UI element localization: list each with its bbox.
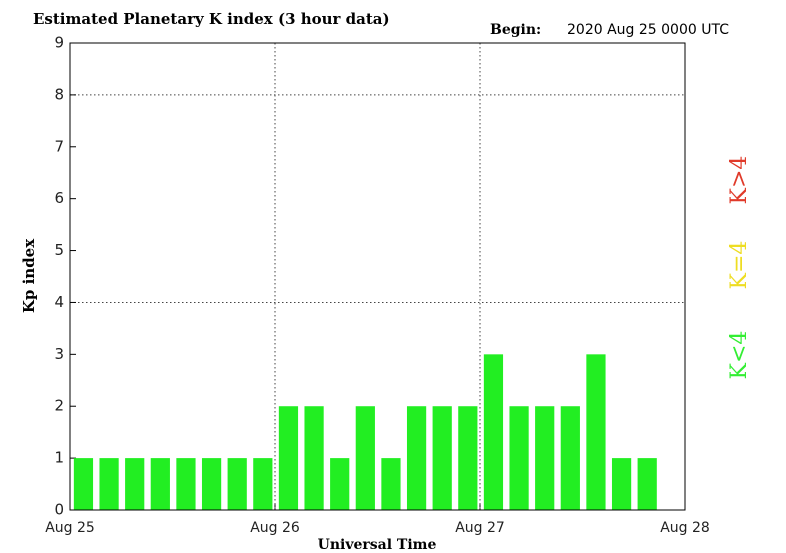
bar: [201, 458, 222, 510]
y-tick-label: 6: [54, 189, 64, 207]
bar: [304, 406, 324, 510]
bar: [483, 354, 504, 510]
y-tick-label: 0: [54, 501, 64, 519]
bar: [535, 406, 555, 510]
bar: [330, 458, 350, 510]
y-tick-label: 2: [54, 397, 64, 415]
bar: [381, 458, 401, 510]
bar: [509, 406, 529, 510]
bar: [355, 406, 375, 510]
bar: [99, 458, 119, 510]
x-tick-label: Aug 27: [455, 520, 505, 536]
bar: [227, 458, 247, 510]
bar: [611, 458, 632, 510]
y-axis-label: Kp index: [20, 238, 38, 313]
bar: [637, 458, 657, 510]
y-tick-label: 8: [54, 85, 64, 103]
x-tick-label: Aug 26: [250, 520, 300, 536]
y-tick-label: 1: [54, 449, 64, 467]
plot-frame: [69, 42, 686, 511]
legend-entry: K=4: [727, 241, 752, 290]
bar: [278, 406, 299, 510]
y-tick-label: 3: [54, 345, 64, 363]
x-tick-label: Aug 28: [660, 520, 710, 536]
begin-label: Begin:: [490, 22, 541, 38]
y-tick-label: 5: [54, 241, 64, 259]
bar: [586, 354, 606, 510]
bar: [176, 458, 196, 510]
y-tick-label: 4: [54, 293, 64, 311]
bar: [125, 458, 145, 510]
y-tick-label: 7: [54, 137, 64, 155]
bar: [150, 458, 170, 510]
x-axis-label: Universal Time: [318, 537, 437, 553]
x-tick-label: Aug 25: [45, 520, 95, 536]
legend-entry: K>4: [727, 156, 752, 205]
bar: [73, 458, 94, 510]
y-tick-label: 9: [54, 34, 64, 52]
bar: [432, 406, 452, 510]
legend-entry: K<4: [727, 331, 752, 380]
begin-value: 2020 Aug 25 0000 UTC: [567, 22, 729, 38]
bar: [406, 406, 427, 510]
bar: [458, 406, 478, 510]
chart-title: Estimated Planetary K index (3 hour data…: [33, 10, 390, 28]
bar: [560, 406, 580, 510]
bar: [253, 458, 273, 510]
